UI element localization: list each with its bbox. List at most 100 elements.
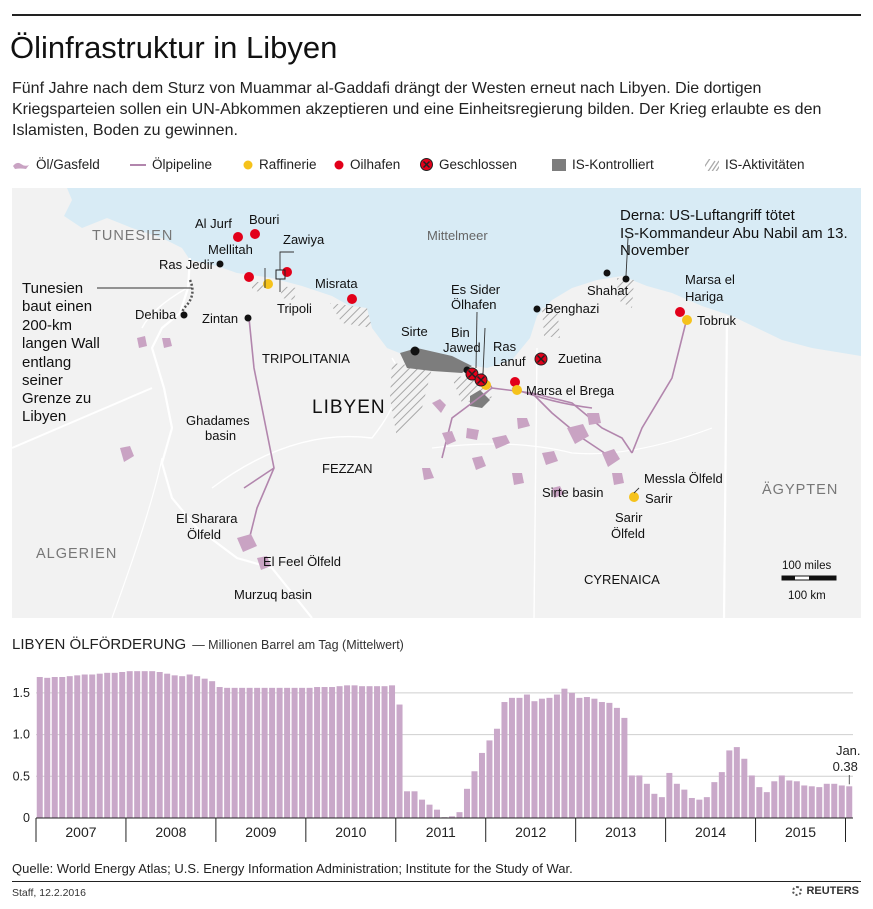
production-bar — [568, 692, 575, 818]
production-bar — [456, 812, 463, 818]
label-marsa-hariga-1: Marsa el — [685, 272, 735, 287]
legend-item-is-controlled: IS-Kontrolliert — [552, 157, 654, 172]
production-bar — [134, 671, 141, 818]
production-bar — [613, 707, 620, 818]
production-bar — [831, 783, 838, 818]
legend-item-port: Oilhafen — [334, 157, 400, 172]
production-bar — [523, 694, 530, 818]
label-tobruk: Tobruk — [697, 313, 737, 328]
production-bar — [201, 678, 208, 818]
production-bar — [651, 793, 658, 818]
production-bar — [419, 799, 426, 818]
label-dehiba: Dehiba — [135, 307, 177, 322]
production-bar — [703, 797, 710, 818]
region-line-2 — [533, 347, 538, 618]
page-title: Ölinfrastruktur in Libyen — [10, 30, 338, 65]
production-bar — [314, 687, 321, 818]
map-labels: TUNESIEN ALGERIEN ÄGYPTEN LIBYEN Mittelm… — [22, 207, 852, 602]
production-bar — [59, 677, 66, 818]
label-benghazi: Benghazi — [545, 301, 599, 316]
map-legend: Öl/Gasfeld Ölpipeline Raffinerie Oilhafe… — [12, 157, 862, 177]
production-bar — [449, 816, 455, 818]
production-bar — [284, 687, 291, 818]
label-cyrenaica: CYRENAICA — [584, 572, 660, 587]
production-bar — [621, 717, 628, 818]
production-bar — [516, 697, 523, 818]
production-bar — [329, 687, 336, 818]
year-label: 2012 — [515, 824, 546, 840]
production-bar — [36, 677, 43, 818]
pipeline-swatch-icon — [130, 163, 146, 166]
production-bar — [239, 687, 246, 818]
production-bar — [636, 775, 643, 818]
label-algeria: ALGERIEN — [36, 546, 117, 562]
legend-label-pipeline: Ölpipeline — [152, 157, 213, 172]
label-marsa-hariga-2: Hariga — [685, 289, 724, 304]
production-bar — [591, 698, 598, 818]
label-sarir: Sarir — [645, 491, 673, 506]
production-bar — [478, 752, 485, 818]
production-bar — [186, 674, 193, 818]
production-bar — [171, 675, 178, 818]
closed-x-icon — [420, 158, 433, 171]
y-tick-label: 1.5 — [13, 686, 30, 700]
production-bar — [598, 702, 605, 818]
production-bar — [711, 782, 718, 818]
label-messla: Messla Ölfeld — [644, 471, 723, 486]
production-bar — [381, 686, 388, 818]
tripoli-inset-box — [275, 269, 286, 280]
label-tripoli: Tripoli — [277, 301, 312, 316]
production-bar — [164, 673, 171, 818]
region-line-4 — [111, 457, 163, 618]
production-bar — [389, 685, 396, 818]
label-sarir-field-2: Ölfeld — [611, 526, 645, 541]
label-bin-jawed-1: Bin — [451, 325, 470, 340]
production-bar — [179, 676, 186, 818]
production-bar — [404, 791, 411, 818]
legend-item-refinery: Raffinerie — [243, 157, 317, 172]
production-bar — [276, 687, 283, 818]
production-bar — [718, 772, 725, 818]
production-bar — [366, 686, 373, 818]
label-libya: LIBYEN — [312, 397, 386, 418]
production-bar — [471, 771, 478, 818]
production-bar — [194, 676, 201, 818]
production-bar — [726, 750, 733, 818]
production-bar — [89, 674, 96, 818]
derna-annotation: Derna: US-Luftangriff tötet IS-Kommandeu… — [620, 207, 852, 259]
production-bar — [396, 704, 403, 818]
production-bar — [733, 747, 740, 818]
label-bouri: Bouri — [249, 212, 279, 227]
scale-bar — [781, 575, 837, 581]
production-bar — [344, 685, 351, 818]
production-bar — [66, 676, 73, 818]
production-bar — [666, 772, 673, 818]
annotation-month: Jan. — [836, 743, 861, 758]
production-bar — [426, 804, 433, 818]
production-bar — [778, 775, 785, 818]
production-bar — [299, 687, 306, 818]
label-es-sider-2: Ölhafen — [451, 297, 497, 312]
legend-label-is-controlled: IS-Kontrolliert — [572, 157, 654, 172]
oil-gas-fields — [120, 336, 624, 570]
production-bar — [576, 697, 583, 818]
production-bar — [104, 672, 111, 818]
production-bar — [269, 687, 276, 818]
annotation-value: 0.38 — [833, 759, 858, 774]
reuters-logo: REUTERS — [792, 885, 859, 897]
production-bar — [606, 702, 613, 818]
production-heading: LIBYEN ÖLFÖRDERUNG — Millionen Barrel am … — [12, 636, 404, 653]
production-bar — [51, 677, 58, 818]
label-ghadames-1: Ghadames — [186, 413, 250, 428]
production-bar — [434, 809, 441, 818]
legend-item-closed: Geschlossen — [420, 157, 517, 172]
port-dot-icon — [334, 160, 344, 169]
production-bar — [96, 673, 103, 818]
production-unit: — Millionen Barrel am Tag (Mittelwert) — [192, 638, 404, 652]
label-mellitah: Mellitah — [208, 242, 253, 257]
map-svg: TUNESIEN ALGERIEN ÄGYPTEN LIBYEN Mittelm… — [12, 188, 861, 618]
production-bar — [74, 675, 81, 818]
is-controlled-swatch-icon — [552, 158, 566, 171]
label-ras-jedir: Ras Jedir — [159, 257, 215, 272]
label-ras-lanuf-1: Ras — [493, 339, 517, 354]
